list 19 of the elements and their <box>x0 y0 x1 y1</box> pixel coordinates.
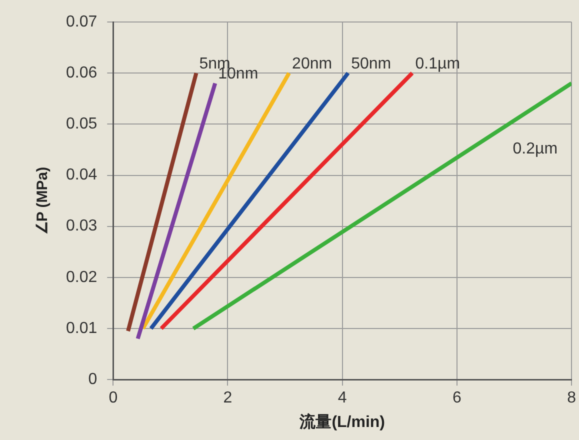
series-label: 0.2µm <box>512 140 558 158</box>
x-tick-label: 8 <box>567 390 576 407</box>
x-tick-label: 6 <box>452 390 462 407</box>
x-axis-title: 流量(L/min) <box>298 412 386 431</box>
y-tick-label: 0.07 <box>66 13 98 30</box>
y-tick-label: 0.04 <box>66 166 98 184</box>
y-axis-title: ∠P (MPa) <box>34 166 52 235</box>
y-tick-label: 0 <box>88 371 98 388</box>
x-tick-label: 2 <box>223 390 232 407</box>
y-tick-label: 0.05 <box>66 116 98 133</box>
x-tick-label: 0 <box>108 390 118 407</box>
series-label: 20nm <box>292 55 332 72</box>
y-tick-label: 0.03 <box>66 218 98 235</box>
y-tick-label: 0.01 <box>66 320 98 337</box>
y-tick-label: 0.02 <box>66 268 98 286</box>
x-tick-label: 4 <box>338 390 347 407</box>
series-label: 0.1µm <box>415 55 460 72</box>
y-tick-label: 0.06 <box>66 64 98 82</box>
series-label: 50nm <box>351 55 392 72</box>
